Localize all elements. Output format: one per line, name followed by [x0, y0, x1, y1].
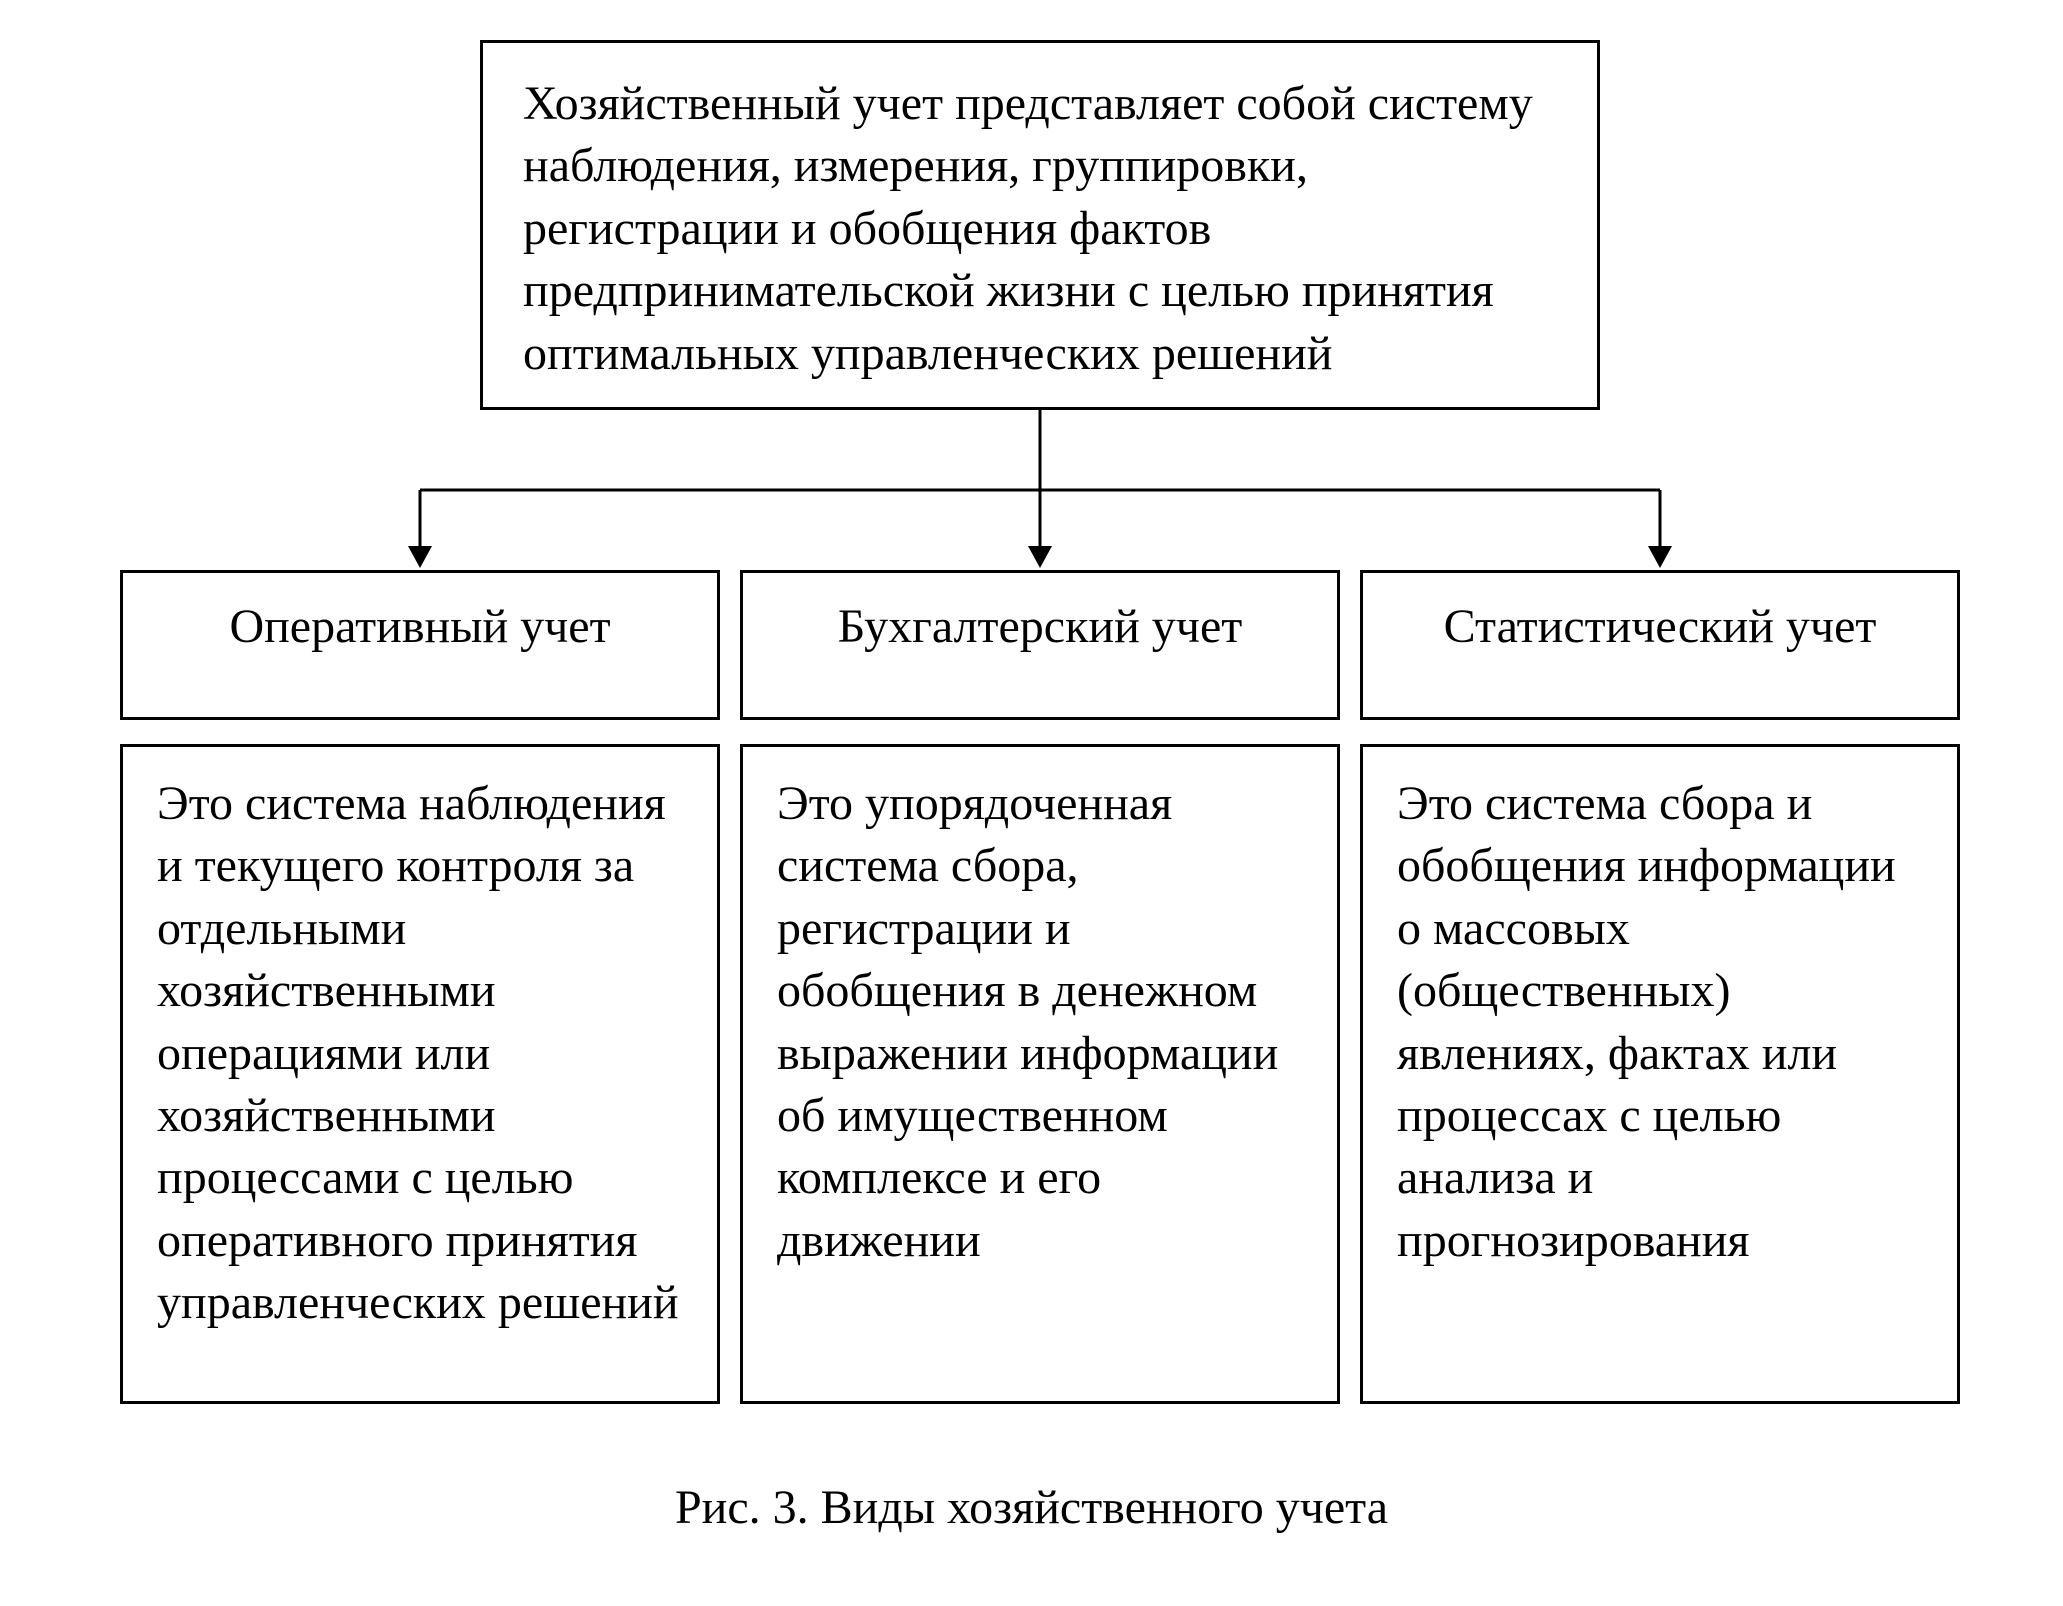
child-title-text: Статистический учет	[1444, 599, 1877, 654]
child-node-title: Статистический учет	[1360, 570, 1960, 720]
figure-caption: Рис. 3. Виды хозяйственного учета	[0, 1480, 2063, 1535]
child-node-description: Это система наблюдения и текущего контро…	[120, 744, 720, 1404]
child-title-text: Бухгалтерский учет	[838, 599, 1242, 654]
diagram-canvas: Хозяйственный учет представляет собой си…	[0, 0, 2063, 1606]
child-node-description: Это упорядоченная система сбора, регистр…	[740, 744, 1340, 1404]
child-node-title: Бухгалтерский учет	[740, 570, 1340, 720]
child-desc-text: Это система наблюдения и текущего контро…	[157, 777, 679, 1329]
arrowhead-icon	[1028, 546, 1052, 568]
child-node-title: Оперативный учет	[120, 570, 720, 720]
figure-caption-text: Рис. 3. Виды хозяйственного учета	[675, 1481, 1388, 1534]
child-title-text: Оперативный учет	[229, 599, 610, 654]
child-desc-text: Это упорядоченная система сбора, регистр…	[777, 777, 1278, 1267]
child-node-description: Это система сбора и обобщения информации…	[1360, 744, 1960, 1404]
root-node: Хозяйственный учет представляет собой си…	[480, 40, 1600, 410]
arrowhead-icon	[408, 546, 432, 568]
root-node-text: Хозяйственный учет представляет собой си…	[523, 77, 1533, 380]
arrowhead-icon	[1648, 546, 1672, 568]
child-desc-text: Это система сбора и обобщения информации…	[1397, 777, 1896, 1267]
